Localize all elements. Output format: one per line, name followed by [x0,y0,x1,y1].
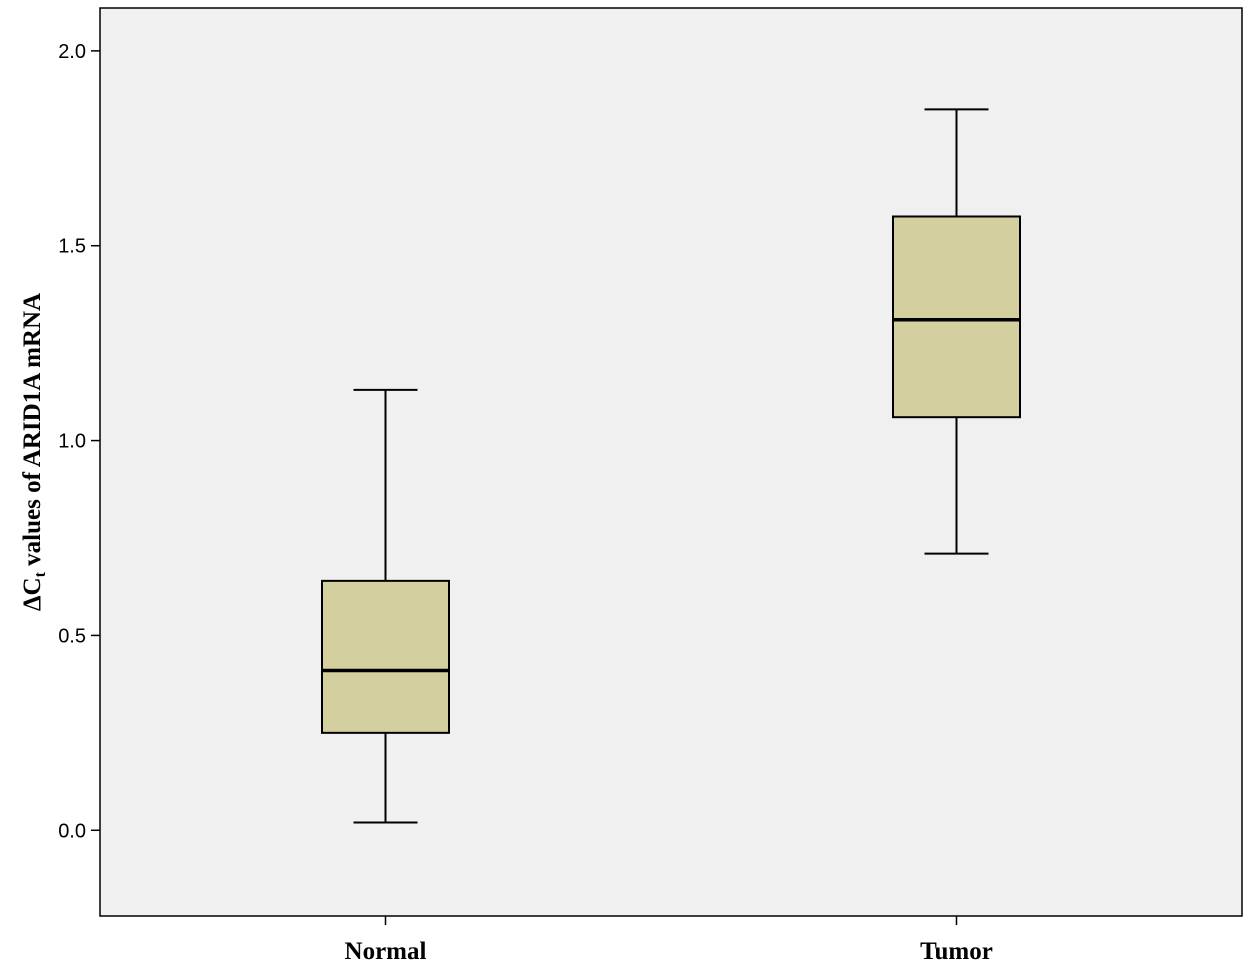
boxes [321,108,1021,824]
y-axis: 0.0 0.5 1.0 1.5 2.0 [58,41,100,842]
box-normal [321,388,450,824]
x-tick-label: Tumor [920,938,993,965]
y-axis-title: ΔCt values of ARID1A mRNA [19,293,49,611]
iqr-box [892,215,1021,419]
y-tick-label: 0.5 [58,625,86,647]
plot-area [99,7,1243,917]
x-axis: Normal Tumor [345,916,993,965]
y-tick-label: 2.0 [58,41,86,63]
y-tick-label: 1.5 [58,236,86,258]
y-axis-title-prefix: ΔC [19,577,46,611]
x-tick-label: Normal [345,938,427,965]
y-tick-label: 0.0 [58,820,86,842]
y-tick-label: 1.0 [58,431,86,453]
iqr-box [321,579,450,734]
box-tumor [892,108,1021,555]
y-axis-title-suffix: values of ARID1A mRNA [19,293,46,572]
y-axis-title-subscript: t [32,571,49,577]
